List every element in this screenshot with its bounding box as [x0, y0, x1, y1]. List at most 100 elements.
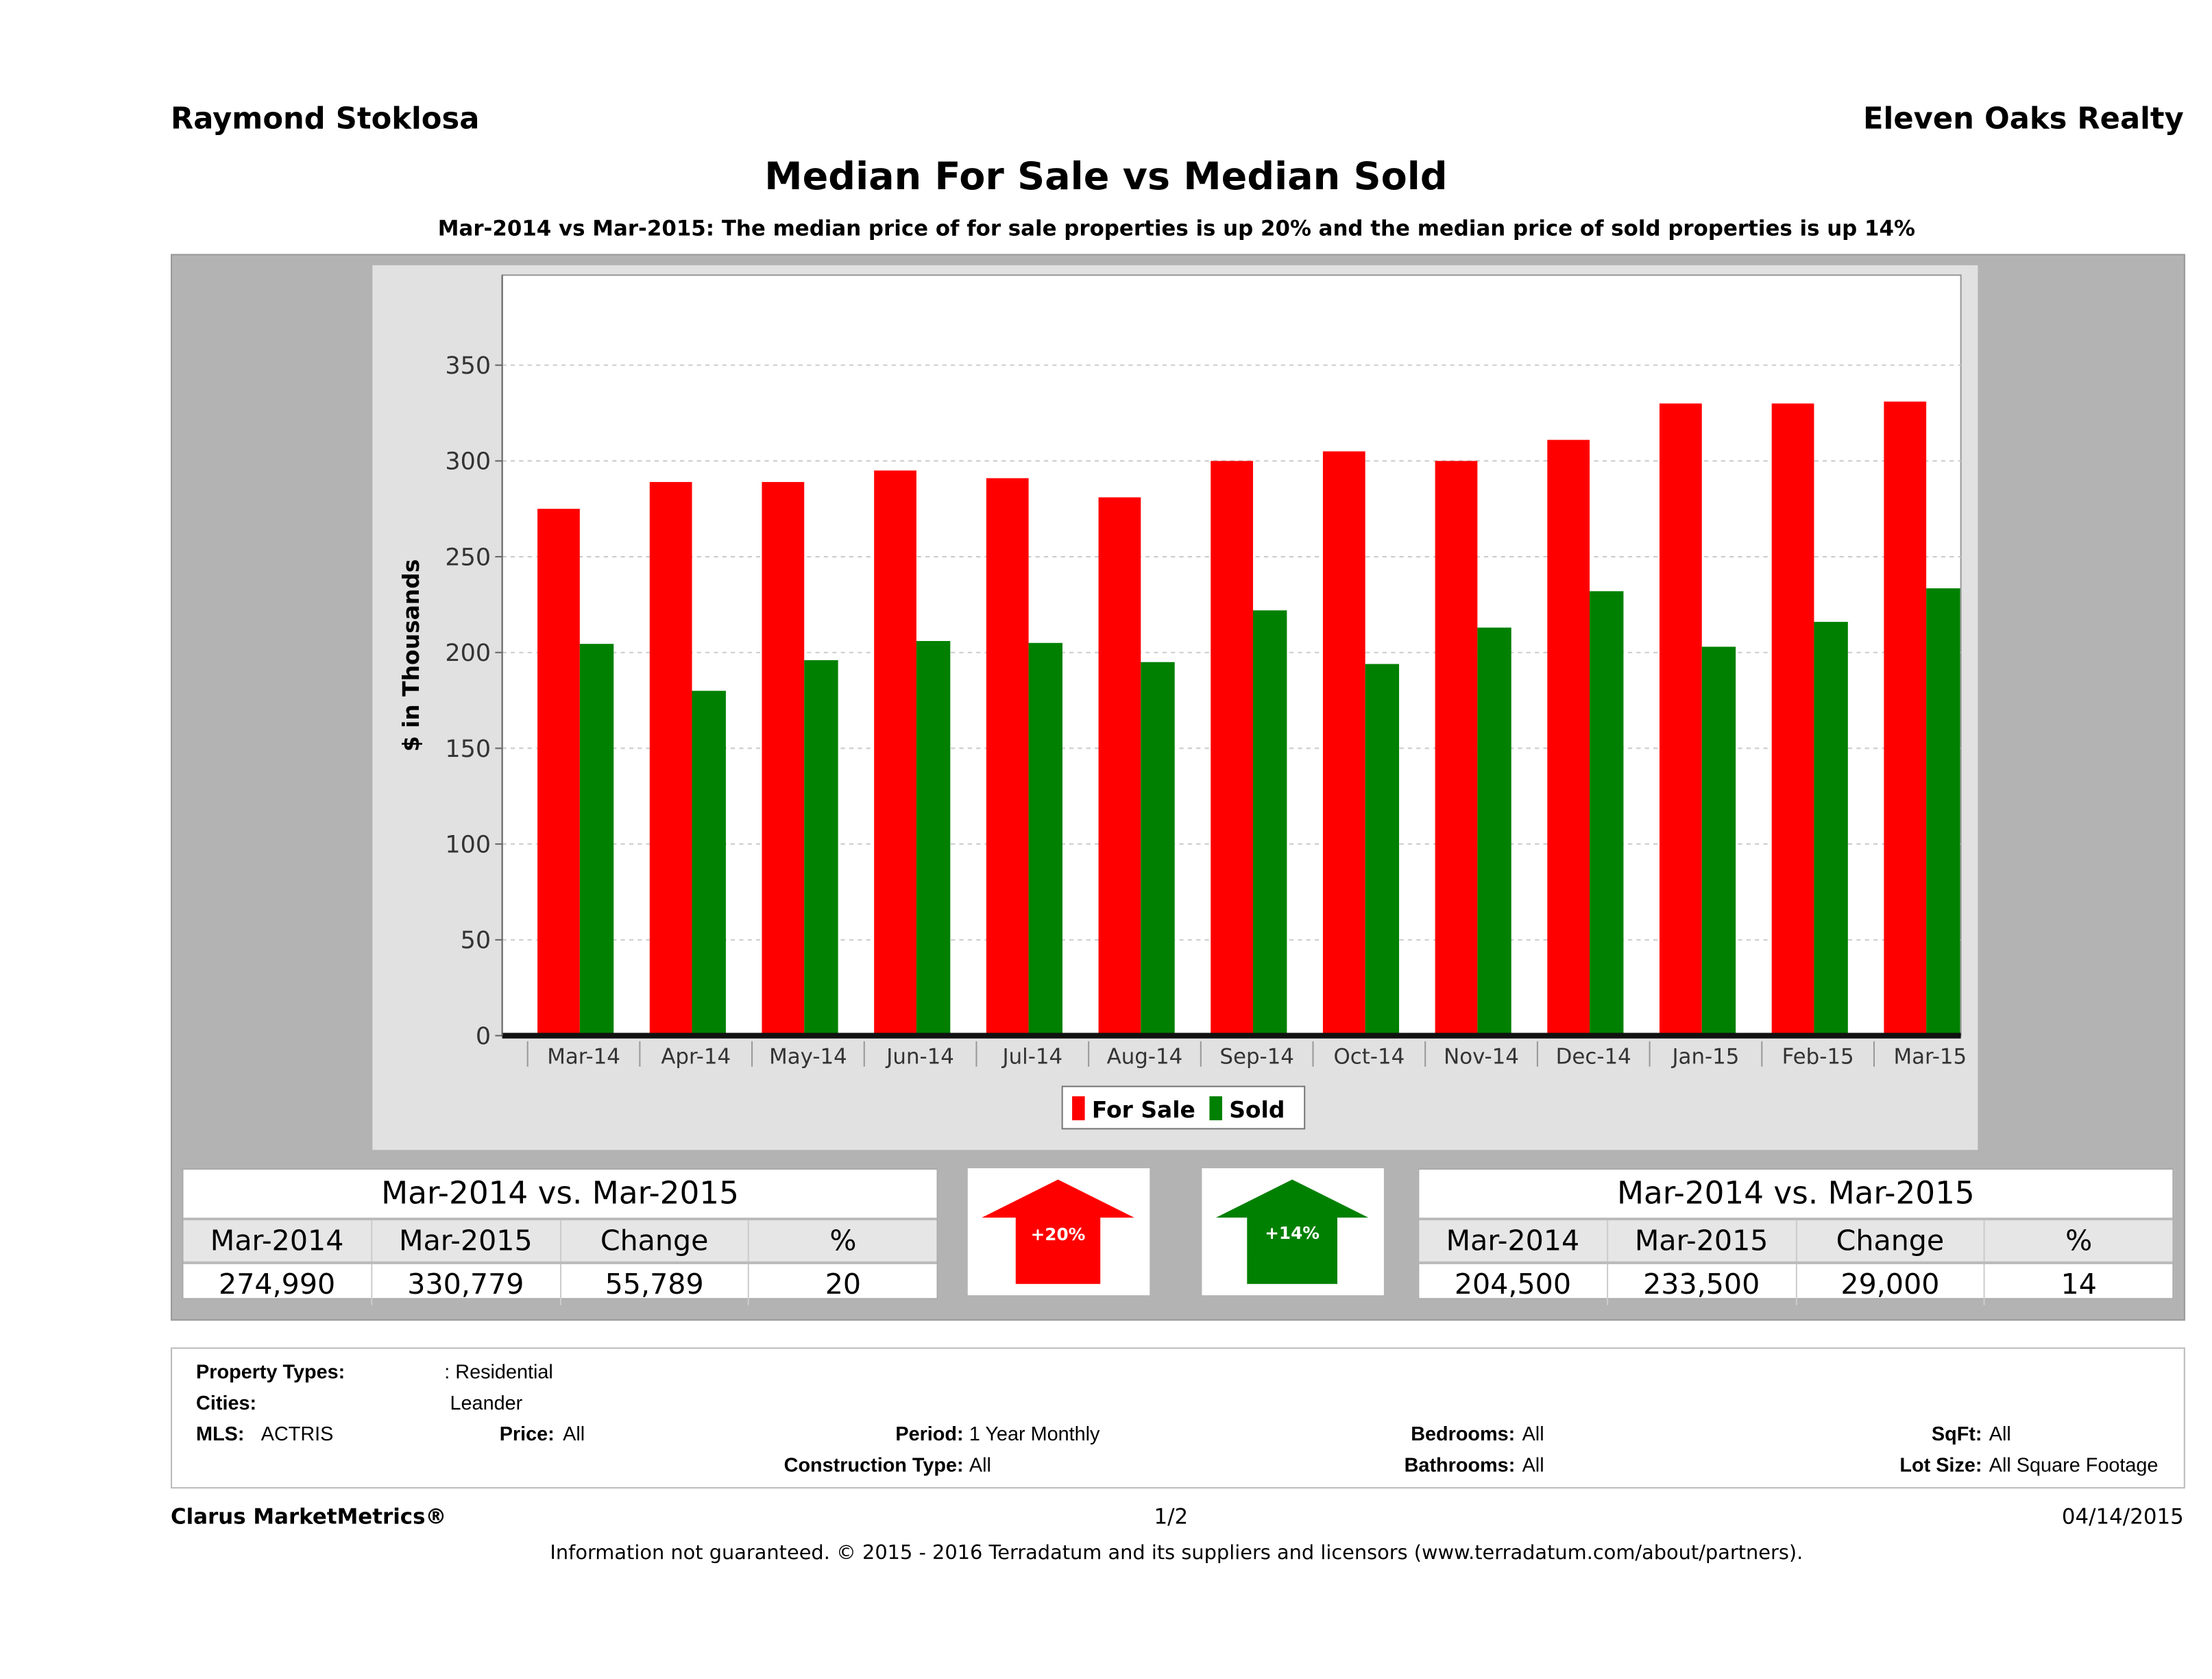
- bar-for-sale: [874, 470, 916, 1036]
- construction-label: Construction Type:: [783, 1453, 964, 1476]
- x-tick-label: Mar-15: [1893, 1045, 1967, 1070]
- bar-for-sale: [537, 509, 580, 1036]
- bar-sold: [1141, 662, 1175, 1036]
- bedrooms-value: All: [1522, 1422, 1544, 1445]
- bar-for-sale: [1884, 401, 1927, 1036]
- header-cell: Mar-2014: [184, 1220, 372, 1261]
- table-row: 274,990 330,779 55,789 20: [184, 1264, 937, 1305]
- legend-swatch: [1209, 1096, 1222, 1121]
- table-title: Mar-2014 vs. Mar-2015: [1419, 1170, 2173, 1221]
- bar-for-sale: [762, 482, 805, 1036]
- y-tick-label: 250: [445, 544, 491, 571]
- search-criteria: Property Types: : Residential Cities: Le…: [171, 1347, 2185, 1489]
- mls-value: ACTRIS: [260, 1422, 334, 1445]
- bar-sold: [1701, 647, 1736, 1036]
- value-cell: 29,000: [1797, 1264, 1986, 1305]
- value-cell: 330,779: [372, 1264, 561, 1305]
- legend-label: Sold: [1229, 1096, 1285, 1123]
- x-tick-label: Jan-15: [1670, 1045, 1739, 1070]
- report-date: 04/14/2015: [2061, 1503, 2184, 1530]
- bar-sold: [1926, 588, 1960, 1036]
- bar-for-sale: [1547, 439, 1590, 1036]
- lot-size-value: All Square Footage: [1989, 1453, 2159, 1476]
- table-header-row: Mar-2014 Mar-2015 Change %: [1419, 1220, 2173, 1264]
- price-value: All: [563, 1422, 585, 1445]
- value-cell: 233,500: [1608, 1264, 1797, 1305]
- legend-swatch: [1072, 1096, 1085, 1121]
- period-value: 1 Year Monthly: [969, 1422, 1100, 1445]
- lot-size-label: Lot Size:: [1899, 1453, 1982, 1476]
- x-tick-label: Mar-14: [547, 1045, 620, 1070]
- brand-name: Clarus MarketMetrics®: [171, 1503, 447, 1530]
- bar-sold: [579, 644, 614, 1036]
- table-header-row: Mar-2014 Mar-2015 Change %: [183, 1220, 937, 1264]
- bar-sold: [804, 660, 838, 1036]
- period-label: Period:: [895, 1422, 964, 1445]
- disclaimer: Information not guaranteed. © 2015 - 201…: [550, 1542, 1803, 1565]
- y-tick-label: 300: [445, 448, 491, 476]
- value-cell: 20: [825, 1267, 862, 1301]
- arrow-label: +20%: [1031, 1224, 1086, 1244]
- header-cell: %: [829, 1223, 857, 1257]
- x-tick-label: Jul-14: [1001, 1045, 1062, 1070]
- property-types-value: : Residential: [444, 1360, 553, 1383]
- value-cell: 274,990: [184, 1264, 372, 1305]
- bar-for-sale: [649, 482, 692, 1036]
- cities-label: Cities:: [196, 1391, 257, 1414]
- bar-for-sale: [1211, 461, 1253, 1036]
- sqft-label: SqFt:: [1931, 1422, 1982, 1445]
- page-number: 1/2: [1154, 1503, 1189, 1530]
- header-cell: %: [2065, 1223, 2093, 1257]
- header-cell: Mar-2014: [1419, 1220, 1608, 1261]
- bar-sold: [1590, 591, 1624, 1036]
- table-title: Mar-2014 vs. Mar-2015: [183, 1170, 937, 1221]
- x-tick-label: Feb-15: [1782, 1045, 1854, 1070]
- sold-table: Mar-2014 vs. Mar-2015 Mar-2014 Mar-2015 …: [1418, 1168, 2174, 1305]
- bar-sold: [916, 640, 951, 1036]
- bar-sold: [1365, 664, 1400, 1036]
- x-tick-label: Sep-14: [1219, 1045, 1294, 1070]
- bar-for-sale: [1771, 403, 1814, 1036]
- x-tick-label: Oct-14: [1333, 1045, 1405, 1070]
- agent-name: Raymond Stoklosa: [171, 101, 480, 136]
- x-tick-label: Nov-14: [1444, 1045, 1519, 1070]
- y-axis-label: $ in Thousands: [398, 559, 424, 752]
- legend: [1061, 1085, 1306, 1130]
- bar-for-sale: [986, 478, 1029, 1036]
- value-cell: 204,500: [1419, 1264, 1608, 1305]
- header-cell: Mar-2015: [1608, 1220, 1797, 1261]
- y-tick-label: 350: [445, 352, 491, 380]
- x-tick-label: Aug-14: [1107, 1045, 1183, 1070]
- bar-for-sale: [1098, 497, 1141, 1036]
- bar-sold: [1814, 622, 1848, 1036]
- value-cell: 14: [2061, 1267, 2097, 1301]
- cities-value: Leander: [450, 1391, 523, 1414]
- x-tick-label: Dec-14: [1556, 1045, 1631, 1070]
- bathrooms-value: All: [1522, 1453, 1544, 1476]
- bar-sold: [1477, 627, 1511, 1036]
- bedrooms-label: Bedrooms:: [1411, 1422, 1516, 1445]
- for-sale-table: Mar-2014 vs. Mar-2015 Mar-2014 Mar-2015 …: [182, 1168, 938, 1305]
- chart-subtitle: Mar-2014 vs Mar-2015: The median price o…: [437, 215, 1915, 241]
- y-tick-label: 150: [445, 736, 491, 763]
- y-tick-label: 100: [445, 832, 491, 859]
- x-tick-label: May-14: [769, 1045, 847, 1070]
- property-types-label: Property Types:: [196, 1360, 345, 1383]
- bar-sold: [1028, 642, 1062, 1036]
- bar-for-sale: [1435, 461, 1478, 1036]
- y-tick-label: 50: [461, 927, 491, 954]
- x-tick-label: Jun-14: [885, 1045, 954, 1070]
- sqft-value: All: [1989, 1422, 2011, 1445]
- for-sale-change-arrow: +20%: [967, 1168, 1150, 1296]
- bar-sold: [692, 690, 726, 1036]
- arrow-label: +14%: [1265, 1223, 1320, 1243]
- company-name: Eleven Oaks Realty: [1863, 101, 2184, 136]
- bar-chart: 0 50 100 150 200 250 300 350 $ in Thousands Mar-1…: [398, 274, 1967, 1130]
- price-label: Price:: [499, 1422, 555, 1445]
- value-cell: 55,789: [561, 1264, 750, 1305]
- mls-label: MLS:: [196, 1422, 245, 1445]
- arrow-up-icon: +20%: [982, 1179, 1134, 1284]
- arrow-up-icon: +14%: [1215, 1179, 1369, 1284]
- chart-title: Median For Sale vs Median Sold: [764, 155, 1448, 200]
